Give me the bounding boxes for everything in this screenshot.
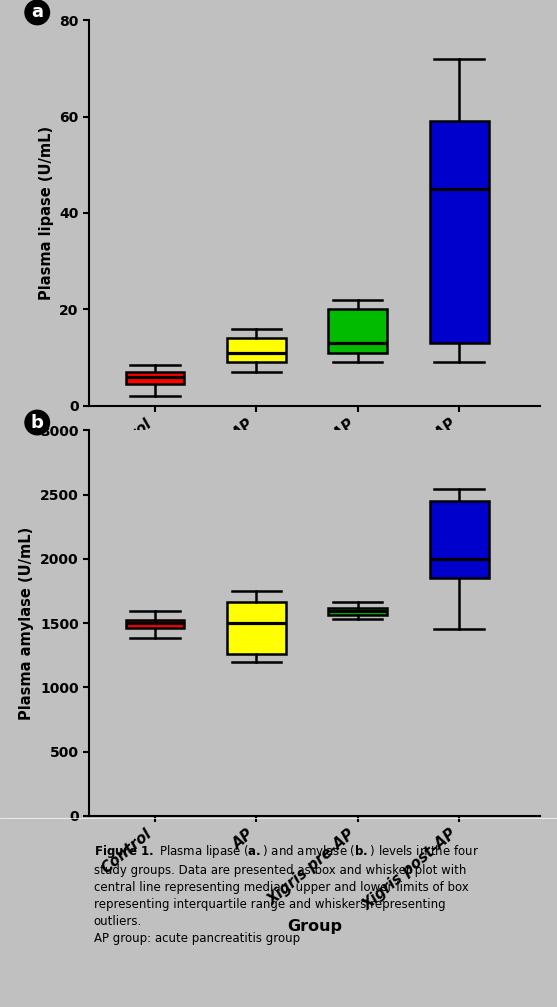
Text: b: b [31, 414, 43, 432]
Y-axis label: Plasma lipase (U/mL): Plasma lipase (U/mL) [39, 126, 54, 300]
Bar [329, 607, 387, 615]
Y-axis label: Plasma amylase (U/mL): Plasma amylase (U/mL) [19, 527, 35, 720]
Bar [329, 309, 387, 352]
X-axis label: Group: Group [287, 918, 342, 933]
Text: a: a [31, 3, 43, 21]
Bar [227, 602, 286, 654]
Text: $\mathbf{Figure\ 1.}$ Plasma lipase ($\mathbf{a.}$) and amylase ($\mathbf{b.}$) : $\mathbf{Figure\ 1.}$ Plasma lipase ($\m… [94, 843, 478, 946]
Bar [126, 620, 184, 628]
Bar [430, 122, 488, 343]
Bar [430, 500, 488, 578]
Bar [126, 372, 184, 384]
Bar [227, 338, 286, 363]
X-axis label: Group: Group [287, 509, 342, 524]
